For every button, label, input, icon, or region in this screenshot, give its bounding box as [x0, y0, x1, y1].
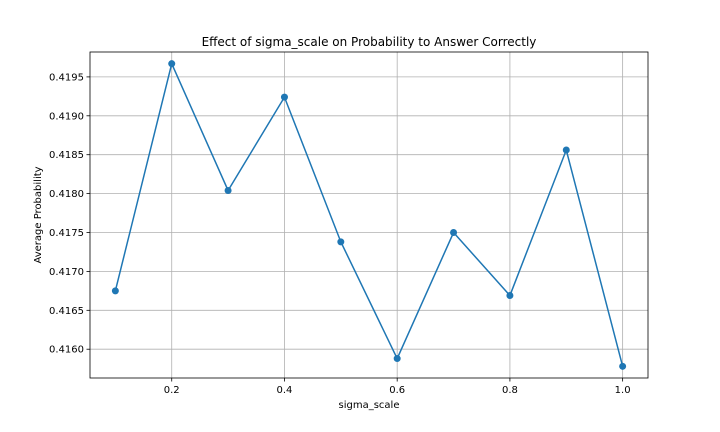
data-point [450, 229, 458, 237]
y-tick-label: 0.4170 [49, 267, 84, 278]
x-axis-label: sigma_scale [339, 400, 400, 411]
x-tick-label: 0.8 [502, 385, 518, 396]
series-line [114, 61, 624, 367]
data-point [562, 146, 570, 154]
x-tick-label: 1.0 [615, 385, 631, 396]
y-tick-label: 0.4195 [49, 72, 84, 83]
y-tick-label: 0.4175 [49, 228, 84, 239]
y-axis-label: Average Probability [33, 166, 44, 263]
y-tick-label: 0.4160 [49, 345, 84, 356]
data-point [224, 186, 232, 194]
y-axis-ticks: 0.4160 0.4165 0.4170 0.4175 0.4180 0.4185 0.41… [49, 72, 90, 356]
data-point [168, 60, 176, 68]
y-tick-label: 0.4185 [49, 150, 84, 161]
x-tick-label: 0.6 [389, 385, 405, 396]
y-tick-label: 0.4165 [49, 306, 84, 317]
data-point [280, 93, 288, 101]
data-point [619, 362, 627, 370]
y-tick-label: 0.4180 [49, 189, 84, 200]
data-point [506, 292, 514, 300]
x-tick-label: 0.2 [164, 385, 180, 396]
axes-frame [89, 51, 649, 379]
x-tick-label: 0.4 [277, 385, 293, 396]
data-point [337, 238, 345, 246]
y-tick-label: 0.4190 [49, 111, 84, 122]
data-point [393, 355, 401, 363]
data-point [111, 287, 119, 295]
x-axis-ticks: 0.2 0.4 0.6 0.8 1.0 [164, 378, 631, 396]
chart-title: Effect of sigma_scale on Probability to … [202, 35, 537, 49]
series-markers [111, 60, 627, 370]
grid-lines [90, 52, 648, 378]
